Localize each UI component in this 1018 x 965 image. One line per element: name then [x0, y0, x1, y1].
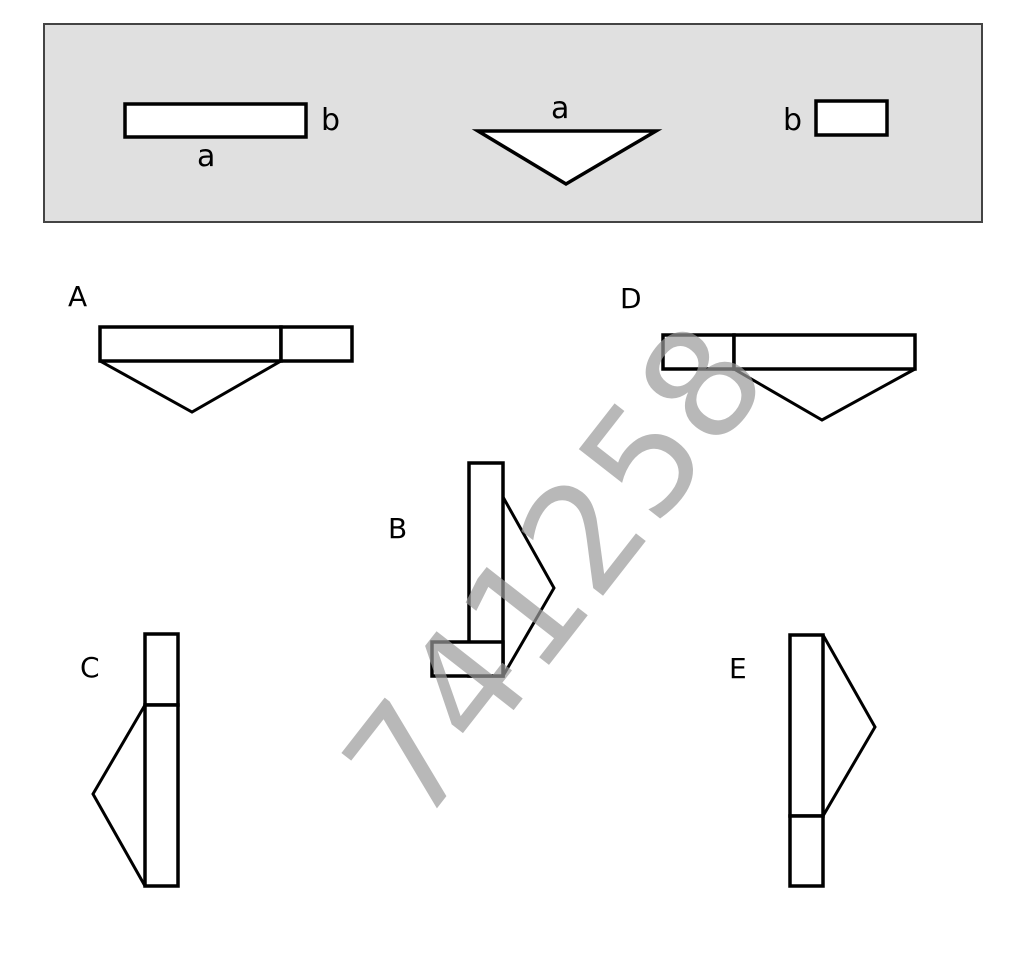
option-c-long-rect: [143, 703, 180, 888]
option-d-label: D: [620, 282, 642, 315]
option-a-triangle: [99, 359, 282, 414]
triangle-shape: [471, 129, 663, 187]
given-pieces-panel: a b a b: [43, 23, 983, 223]
option-c-small-rect: [143, 632, 180, 707]
option-d[interactable]: D: [620, 282, 917, 422]
option-b-triangle: [501, 496, 556, 677]
small-rectangle-label-b: b: [783, 103, 802, 138]
option-d-triangle: [733, 367, 916, 422]
option-b-small-rect: [430, 640, 505, 678]
option-b[interactable]: B: [388, 461, 556, 678]
small-rectangle-shape: [814, 99, 889, 137]
given-small-rectangle: b: [783, 99, 889, 138]
option-e-triangle: [821, 634, 877, 817]
long-rectangle-label-a: a: [197, 139, 215, 174]
option-e-small-rect: [788, 814, 825, 888]
given-triangle: a: [471, 91, 663, 187]
triangle-label-a: a: [551, 91, 569, 126]
option-e[interactable]: E: [729, 633, 877, 888]
option-e-label: E: [729, 652, 747, 685]
option-a[interactable]: A: [68, 280, 354, 414]
option-a-label: A: [68, 280, 87, 313]
watermark: 741258: [311, 294, 801, 852]
option-a-small-rect: [279, 325, 354, 363]
long-rectangle-shape: [123, 102, 308, 139]
option-b-label: B: [388, 512, 407, 545]
option-e-long-rect: [788, 633, 825, 818]
option-a-long-rect: [98, 325, 283, 363]
given-long-rectangle: a b: [123, 102, 340, 174]
long-rectangle-label-b: b: [321, 103, 340, 138]
option-d-small-rect: [661, 333, 736, 371]
option-c-triangle: [91, 704, 147, 887]
option-c-label: C: [80, 651, 100, 684]
option-d-long-rect: [732, 333, 917, 371]
option-c[interactable]: C: [80, 632, 180, 888]
